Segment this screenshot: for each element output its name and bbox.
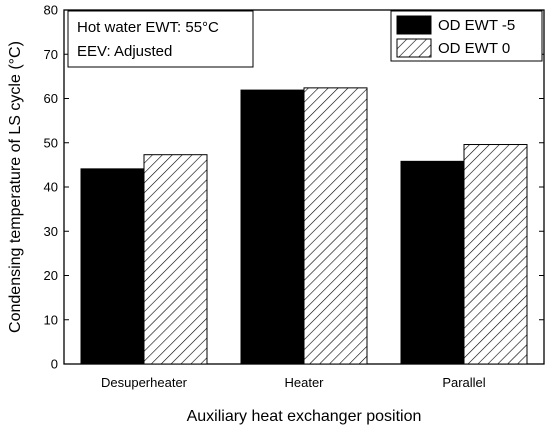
x-tick-label-desuperheater: Desuperheater bbox=[101, 375, 188, 390]
y-tick-label: 20 bbox=[44, 268, 58, 283]
legend: OD EWT -5 OD EWT 0 bbox=[390, 10, 543, 62]
y-tick-label: 60 bbox=[44, 91, 58, 106]
bar-heater-series-2 bbox=[303, 87, 368, 365]
bar-parallel-series-2 bbox=[463, 144, 528, 365]
y-tick-label: 10 bbox=[44, 312, 58, 327]
annotation-border bbox=[67, 10, 254, 68]
legend-swatch-od-ewt-0 bbox=[396, 38, 432, 58]
y-tick-label: 70 bbox=[44, 47, 58, 62]
x-tick-label-parallel: Parallel bbox=[442, 375, 485, 390]
annotation-line-1: Hot water EWT: 55°C bbox=[77, 19, 219, 36]
bar-heater-series-1 bbox=[240, 89, 305, 365]
bar-desuperheater-series-2 bbox=[143, 154, 208, 365]
y-axis: 0 10 20 30 40 50 60 70 80 bbox=[44, 3, 544, 372]
bars-group bbox=[80, 87, 528, 365]
x-axis: Desuperheater Heater Parallel bbox=[101, 359, 486, 390]
bar-desuperheater-series-1 bbox=[80, 168, 145, 365]
y-tick-label: 0 bbox=[51, 357, 58, 372]
x-axis-title: Auxiliary heat exchanger position bbox=[187, 408, 422, 425]
annotation-line-2: EEV: Adjusted bbox=[77, 43, 172, 60]
legend-label-od-ewt-0: OD EWT 0 bbox=[438, 40, 510, 57]
annotation-box: Hot water EWT: 55°C EEV: Adjusted bbox=[67, 10, 254, 68]
bar-parallel-series-1 bbox=[400, 160, 465, 365]
y-tick-label: 50 bbox=[44, 135, 58, 150]
y-tick-label: 80 bbox=[44, 3, 58, 18]
y-tick-label: 40 bbox=[44, 180, 58, 195]
legend-label-od-ewt-minus5: OD EWT -5 bbox=[438, 17, 515, 34]
legend-swatch-od-ewt-minus5 bbox=[396, 15, 432, 35]
x-tick-label-heater: Heater bbox=[284, 375, 324, 390]
y-axis-title: Condensing temperature of LS cycle (°C) bbox=[7, 41, 24, 333]
y-tick-label: 30 bbox=[44, 224, 58, 239]
